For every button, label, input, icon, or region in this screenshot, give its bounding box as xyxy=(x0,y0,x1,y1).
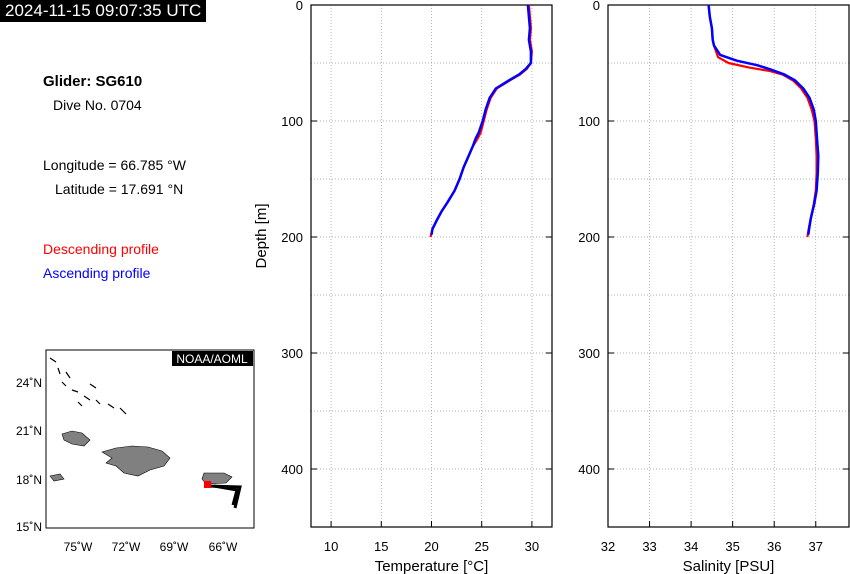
x-tick-label: 30 xyxy=(525,539,539,554)
x-axis-title: Temperature [°C] xyxy=(375,558,489,574)
plot-frame xyxy=(607,4,850,528)
x-tick-label: 32 xyxy=(601,539,615,554)
y-tick-label: 400 xyxy=(578,462,600,477)
y-tick-label: 0 xyxy=(296,0,303,13)
y-tick-label: 200 xyxy=(578,230,600,245)
y-axis-title: Depth [m] xyxy=(253,203,270,268)
ascending-profile-line xyxy=(707,4,820,235)
y-tick-label: 200 xyxy=(281,230,303,245)
latitude: Latitude = 17.691 °N xyxy=(55,181,184,197)
y-tick-label: 400 xyxy=(281,462,303,477)
map-lon-label: 66˚W xyxy=(209,540,238,554)
plot-grid xyxy=(311,5,552,527)
map-lat-label: 21˚N xyxy=(16,424,42,438)
descending-profile-line xyxy=(429,4,534,238)
map-lat-label: 18˚N xyxy=(16,473,42,487)
y-tick-label: 100 xyxy=(578,114,600,129)
map-land-bahamas xyxy=(49,357,127,415)
map-lon-label: 69˚W xyxy=(160,540,189,554)
glider-track xyxy=(204,481,242,509)
dive-number: Dive No. 0704 xyxy=(53,97,142,113)
map-lat-label: 24˚N xyxy=(16,376,42,390)
x-tick-label: 25 xyxy=(474,539,488,554)
map-credit-bg xyxy=(172,351,253,366)
x-tick-label: 35 xyxy=(725,539,739,554)
x-tick-label: 15 xyxy=(374,539,388,554)
longitude: Longitude = 66.785 °W xyxy=(43,157,186,173)
y-tick-label: 300 xyxy=(578,346,600,361)
y-tick-label: 100 xyxy=(281,114,303,129)
x-tick-label: 33 xyxy=(642,539,656,554)
x-tick-label: 34 xyxy=(684,539,698,554)
legend-ascending: Ascending profile xyxy=(43,265,151,281)
map-land-cuba xyxy=(61,430,91,447)
legend-descending: Descending profile xyxy=(43,241,159,257)
salinity-chart: 32 33 34 35 36 37 0 100 200 300 400 Salinity [PSU] xyxy=(578,0,850,574)
x-tick-label: 37 xyxy=(809,539,823,554)
map-land-hispaniola xyxy=(101,445,171,477)
glider-position xyxy=(204,481,211,488)
map-credit: NOAA/AOML xyxy=(176,352,248,366)
x-tick-label: 20 xyxy=(424,539,438,554)
x-axis-title: Salinity [PSU] xyxy=(683,558,775,574)
x-tick-label: 10 xyxy=(324,539,338,554)
timestamp: 2024-11-15 09:07:35 UTC xyxy=(0,0,207,22)
glider-name: Glider: SG610 xyxy=(43,73,143,90)
plot-grid xyxy=(607,5,849,527)
y-tick-label: 0 xyxy=(593,0,600,13)
location-map: NOAA/AOML 24˚N 21˚N 18˚N 15˚N 75˚W 72˚W … xyxy=(16,349,255,554)
ascending-profile-line xyxy=(430,4,533,235)
y-tick-label: 300 xyxy=(281,346,303,361)
map-lon-label: 72˚W xyxy=(112,540,141,554)
map-lon-label: 75˚W xyxy=(64,540,93,554)
map-land-jamaica xyxy=(49,473,65,482)
map-lat-label: 15˚N xyxy=(16,520,42,534)
x-tick-label: 36 xyxy=(767,539,781,554)
